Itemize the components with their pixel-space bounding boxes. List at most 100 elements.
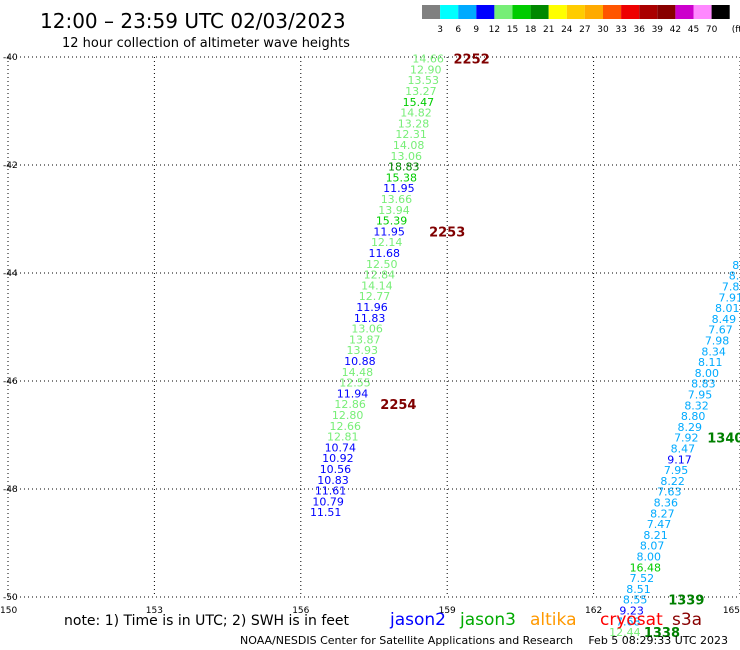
swh-value: 8.34 bbox=[701, 345, 726, 358]
legend-item-jason2: jason2 bbox=[389, 610, 446, 630]
scale-unit: (ft) bbox=[732, 25, 740, 35]
time-label: 2254 bbox=[380, 398, 416, 413]
swh-value: 12.80 bbox=[332, 409, 364, 422]
swh-value: 18.83 bbox=[388, 161, 420, 174]
swh-value: 8.47 bbox=[671, 443, 696, 456]
swh-value: 7.95 bbox=[688, 389, 713, 402]
time-label: 2253 bbox=[429, 225, 465, 240]
legend-item-cryosat: cryosat bbox=[600, 610, 663, 630]
swh-value: 7.92 bbox=[674, 432, 699, 445]
swh-value: 12.81 bbox=[327, 431, 359, 444]
swh-value: 13.06 bbox=[351, 323, 383, 336]
swh-value: 8.36 bbox=[654, 497, 679, 510]
scale-swatch bbox=[476, 5, 495, 19]
swh-value: 13.66 bbox=[381, 193, 413, 206]
swh-value: 14.08 bbox=[393, 139, 425, 152]
swh-value: 14.14 bbox=[361, 279, 393, 292]
legend-item-jason3: jason3 bbox=[459, 610, 516, 630]
y-tick-label: -50 bbox=[3, 593, 18, 603]
swh-value: 8.01 bbox=[715, 302, 740, 315]
units-note: note: 1) Time is in UTC; 2) SWH is in fe… bbox=[64, 613, 350, 629]
swh-value: 10.56 bbox=[320, 463, 352, 476]
swh-value: 10.92 bbox=[322, 452, 354, 465]
swh-value: 11.68 bbox=[368, 247, 400, 260]
swh-value: 11.95 bbox=[373, 225, 405, 238]
swh-value: 15.38 bbox=[386, 171, 418, 184]
y-tick-label: -46 bbox=[3, 377, 18, 387]
x-tick-label: 153 bbox=[146, 606, 163, 616]
scale-swatch bbox=[440, 5, 459, 19]
swh-value: 8.21 bbox=[643, 529, 668, 542]
x-tick-label: 150 bbox=[0, 606, 17, 616]
generated-timestamp: Feb 5 08:29:33 UTC 2023 bbox=[588, 634, 728, 647]
swh-value: 10.83 bbox=[317, 474, 349, 487]
scale-label: 45 bbox=[688, 25, 699, 35]
swh-value: 12.86 bbox=[334, 398, 366, 411]
x-tick-label: 159 bbox=[439, 606, 456, 616]
swh-value: 7.98 bbox=[705, 335, 730, 348]
scale-swatch bbox=[603, 5, 622, 19]
time-label: 2252 bbox=[454, 53, 490, 68]
swh-value: 9.17 bbox=[667, 453, 692, 466]
swh-value: 16.48 bbox=[630, 561, 662, 574]
swh-value: 11.61 bbox=[315, 485, 347, 498]
swh-value: 8.51 bbox=[626, 583, 651, 596]
swh-value: 11.94 bbox=[337, 387, 369, 400]
swh-value: 8.32 bbox=[684, 399, 709, 412]
chart-title: 12:00 – 23:59 UTC 02/03/2023 bbox=[40, 9, 346, 33]
swh-value: 7.87 bbox=[722, 281, 740, 294]
swh-value: 12.84 bbox=[364, 269, 396, 282]
swh-value: 14.48 bbox=[342, 366, 374, 379]
scale-swatch bbox=[422, 5, 441, 19]
swh-value: 10.88 bbox=[344, 355, 376, 368]
time-labels: 2252 2253 2254 1340 1339 1338 bbox=[380, 53, 740, 641]
swh-value: 8.49 bbox=[712, 313, 737, 326]
legend-item-s3a: s3a bbox=[672, 610, 702, 630]
swh-value: 11.51 bbox=[310, 506, 342, 519]
swh-value: 12.50 bbox=[366, 258, 398, 271]
swh-value: 13.28 bbox=[398, 117, 430, 130]
swh-value: 12.44 bbox=[609, 626, 641, 639]
x-tick-labels: 150 153 156 159 162 165 bbox=[0, 606, 740, 616]
swh-value: 13.27 bbox=[405, 85, 437, 98]
time-label: 1338 bbox=[644, 626, 680, 641]
swh-value: 13.53 bbox=[408, 74, 440, 87]
swh-value: 8.00 bbox=[695, 367, 720, 380]
swh-value: 8.80 bbox=[681, 410, 706, 423]
scale-label: 27 bbox=[579, 25, 590, 35]
scale-swatch bbox=[639, 5, 658, 19]
swh-value: 7.47 bbox=[647, 518, 672, 531]
swh-value: 8.11 bbox=[698, 356, 723, 369]
scale-label: 9 bbox=[473, 25, 479, 35]
swh-value: 10.79 bbox=[312, 495, 344, 508]
swh-value: 12.66 bbox=[329, 420, 361, 433]
scale-swatch bbox=[621, 5, 640, 19]
y-tick-label: -40 bbox=[3, 53, 18, 63]
credit-text: NOAA/NESDIS Center for Satellite Applica… bbox=[240, 634, 573, 647]
scale-label: 21 bbox=[543, 25, 554, 35]
swh-value: 7.91 bbox=[718, 291, 740, 304]
swh-value: 13.94 bbox=[378, 204, 410, 217]
swh-value: 7.95 bbox=[664, 464, 689, 477]
swh-value: 10.74 bbox=[325, 441, 357, 454]
x-tick-label: 156 bbox=[292, 606, 309, 616]
satellite-legend: jason2 jason3 altika cryosat s3a bbox=[389, 610, 702, 630]
swh-value: 7.52 bbox=[630, 572, 655, 585]
swh-value: 8.55 bbox=[623, 594, 648, 607]
swh-value: 14.66 bbox=[412, 53, 444, 66]
swh-value: 8.29 bbox=[677, 421, 702, 434]
swh-value: 11.95 bbox=[383, 182, 415, 195]
time-label: 1340 bbox=[707, 432, 740, 447]
scale-swatch bbox=[530, 5, 549, 19]
scale-swatch bbox=[548, 5, 567, 19]
scale-label: 33 bbox=[615, 25, 626, 35]
scale-label: 12 bbox=[489, 25, 500, 35]
chart-subtitle: 12 hour collection of altimeter wave hei… bbox=[62, 36, 350, 51]
time-label: 1339 bbox=[668, 594, 704, 609]
swh-value: 13.06 bbox=[390, 150, 422, 163]
scale-label: 15 bbox=[507, 25, 518, 35]
swh-value: 7.68 bbox=[616, 615, 641, 628]
scale-swatch bbox=[584, 5, 603, 19]
